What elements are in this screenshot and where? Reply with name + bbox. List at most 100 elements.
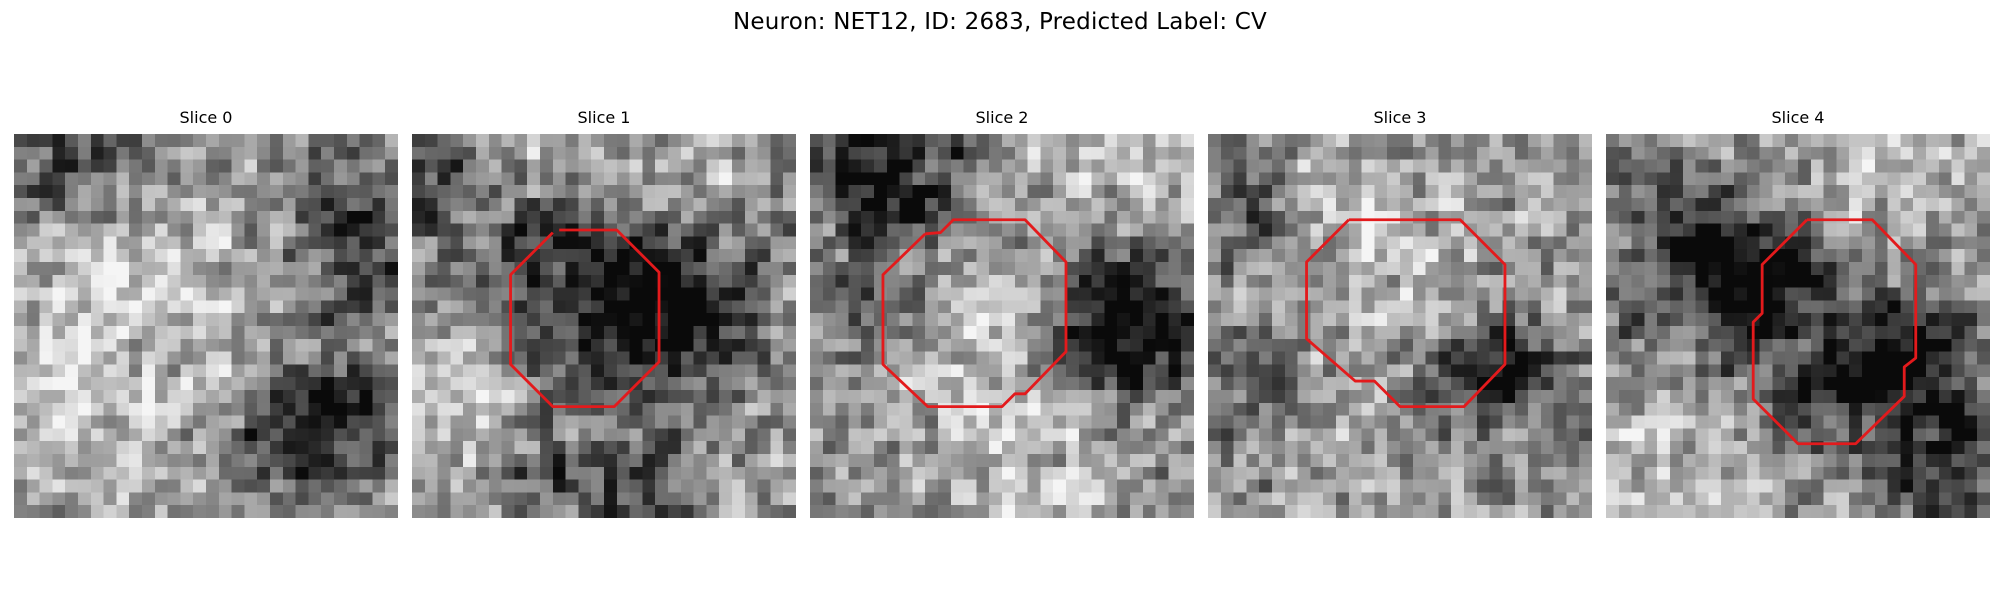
pixel [193, 134, 207, 148]
pixel [65, 428, 79, 442]
pixel [1862, 223, 1876, 237]
pixel [1361, 236, 1375, 250]
pixel [78, 377, 92, 391]
pixel [154, 441, 168, 455]
pixel [103, 428, 117, 442]
pixel [1734, 479, 1748, 493]
pixel [1528, 159, 1542, 173]
pixel [783, 274, 796, 288]
pixel [1900, 159, 1914, 173]
pixel [783, 223, 796, 237]
pixel [899, 428, 913, 442]
pixel [463, 236, 477, 250]
pixel [1451, 338, 1465, 352]
pixel [257, 172, 271, 186]
pixel [1772, 287, 1786, 301]
pixel [1297, 505, 1311, 518]
pixel [1862, 364, 1876, 378]
pixel [1412, 338, 1426, 352]
pixel [14, 249, 28, 263]
pixel [1874, 466, 1888, 480]
pixel [1631, 287, 1645, 301]
pixel [501, 159, 515, 173]
pixel [1721, 377, 1735, 391]
pixel [604, 466, 618, 480]
pixel [680, 249, 694, 263]
pixel [1964, 505, 1978, 518]
pixel [1759, 313, 1773, 327]
pixel [1374, 172, 1388, 186]
pixel [1618, 326, 1632, 340]
pixel [757, 351, 771, 365]
pixel [732, 441, 746, 455]
pixel [1310, 492, 1324, 506]
pixel [1168, 415, 1182, 429]
pixel [1798, 159, 1812, 173]
pixel [346, 492, 360, 506]
pixel [1181, 198, 1194, 212]
pixel [424, 287, 438, 301]
pixel [412, 441, 426, 455]
pixel [1670, 479, 1684, 493]
pixel [39, 198, 53, 212]
pixel [1823, 377, 1837, 391]
pixel [578, 287, 592, 301]
pixel [1130, 249, 1144, 263]
pixel [1695, 134, 1709, 148]
pixel [719, 274, 733, 288]
pixel [591, 377, 605, 391]
pixel [90, 441, 104, 455]
pixel [668, 159, 682, 173]
pixel [1913, 505, 1927, 518]
pixel [1772, 326, 1786, 340]
pixel [1310, 326, 1324, 340]
pixel [1734, 185, 1748, 199]
pixel [899, 223, 913, 237]
pixel [1836, 390, 1850, 404]
pixel [1168, 351, 1182, 365]
pixel [757, 454, 771, 468]
pixel [810, 338, 824, 352]
pixel [1887, 262, 1901, 276]
pixel [1181, 134, 1194, 148]
pixel [1579, 134, 1592, 148]
pixel [372, 274, 386, 288]
pixel [1553, 351, 1567, 365]
pixel [629, 492, 643, 506]
pixel [1117, 377, 1131, 391]
pixel [295, 402, 309, 416]
pixel [1117, 351, 1131, 365]
pixel [1682, 441, 1696, 455]
pixel [655, 210, 669, 224]
pixel [1438, 326, 1452, 340]
pixel [1874, 338, 1888, 352]
pixel [989, 287, 1003, 301]
pixel [501, 505, 515, 518]
pixel [385, 262, 398, 276]
pixel [1027, 466, 1041, 480]
pixel [655, 338, 669, 352]
pixel [1272, 390, 1286, 404]
pixel [1259, 262, 1273, 276]
pixel [976, 134, 990, 148]
pixel [282, 223, 296, 237]
pixel [1155, 249, 1169, 263]
pixel [103, 198, 117, 212]
pixel [437, 428, 451, 442]
pixel [359, 172, 373, 186]
pixel [52, 390, 66, 404]
pixel [1657, 402, 1671, 416]
pixel [1708, 313, 1722, 327]
pixel [1759, 223, 1773, 237]
pixel [770, 351, 784, 365]
pixel [1310, 338, 1324, 352]
pixel [1579, 274, 1592, 288]
pixel [359, 313, 373, 327]
pixel [39, 492, 53, 506]
pixel [1412, 479, 1426, 493]
pixel [1040, 454, 1054, 468]
pixel [193, 249, 207, 263]
pixel [14, 338, 28, 352]
pixel [693, 441, 707, 455]
pixel [1862, 236, 1876, 250]
